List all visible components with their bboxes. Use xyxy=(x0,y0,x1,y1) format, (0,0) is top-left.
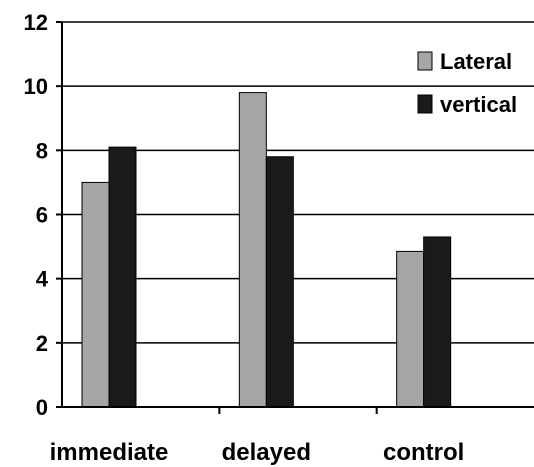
legend-swatch-lateral xyxy=(417,51,433,71)
x-category-label: control xyxy=(383,439,464,466)
y-ticks: 0 2 4 6 8 10 12 xyxy=(24,10,62,420)
legend: Lateral vertical xyxy=(417,49,517,117)
bar-immediate-lateral xyxy=(81,181,110,408)
bar-immediate-vertical xyxy=(108,146,137,408)
bar-delayed-vertical xyxy=(265,156,294,408)
x-category-label: delayed xyxy=(222,439,311,466)
gridlines xyxy=(62,21,534,344)
legend-label-lateral: Lateral xyxy=(440,49,512,74)
x-category-labels: immediate delayed control xyxy=(50,407,464,466)
y-tick-label: 6 xyxy=(36,203,48,228)
y-tick-label: 12 xyxy=(24,10,48,35)
legend-swatch-vertical xyxy=(417,94,433,114)
y-tick-label: 2 xyxy=(36,331,48,356)
x-category-label: immediate xyxy=(50,439,169,466)
y-tick-label: 10 xyxy=(24,74,48,99)
legend-label-vertical: vertical xyxy=(440,92,517,117)
bars xyxy=(81,92,452,408)
y-tick-label: 0 xyxy=(36,395,48,420)
bar-control-lateral xyxy=(396,250,425,408)
bar-delayed-lateral xyxy=(238,92,267,408)
y-tick-label: 8 xyxy=(36,138,48,163)
y-tick-label: 4 xyxy=(36,267,49,292)
bar-control-vertical xyxy=(423,236,452,408)
